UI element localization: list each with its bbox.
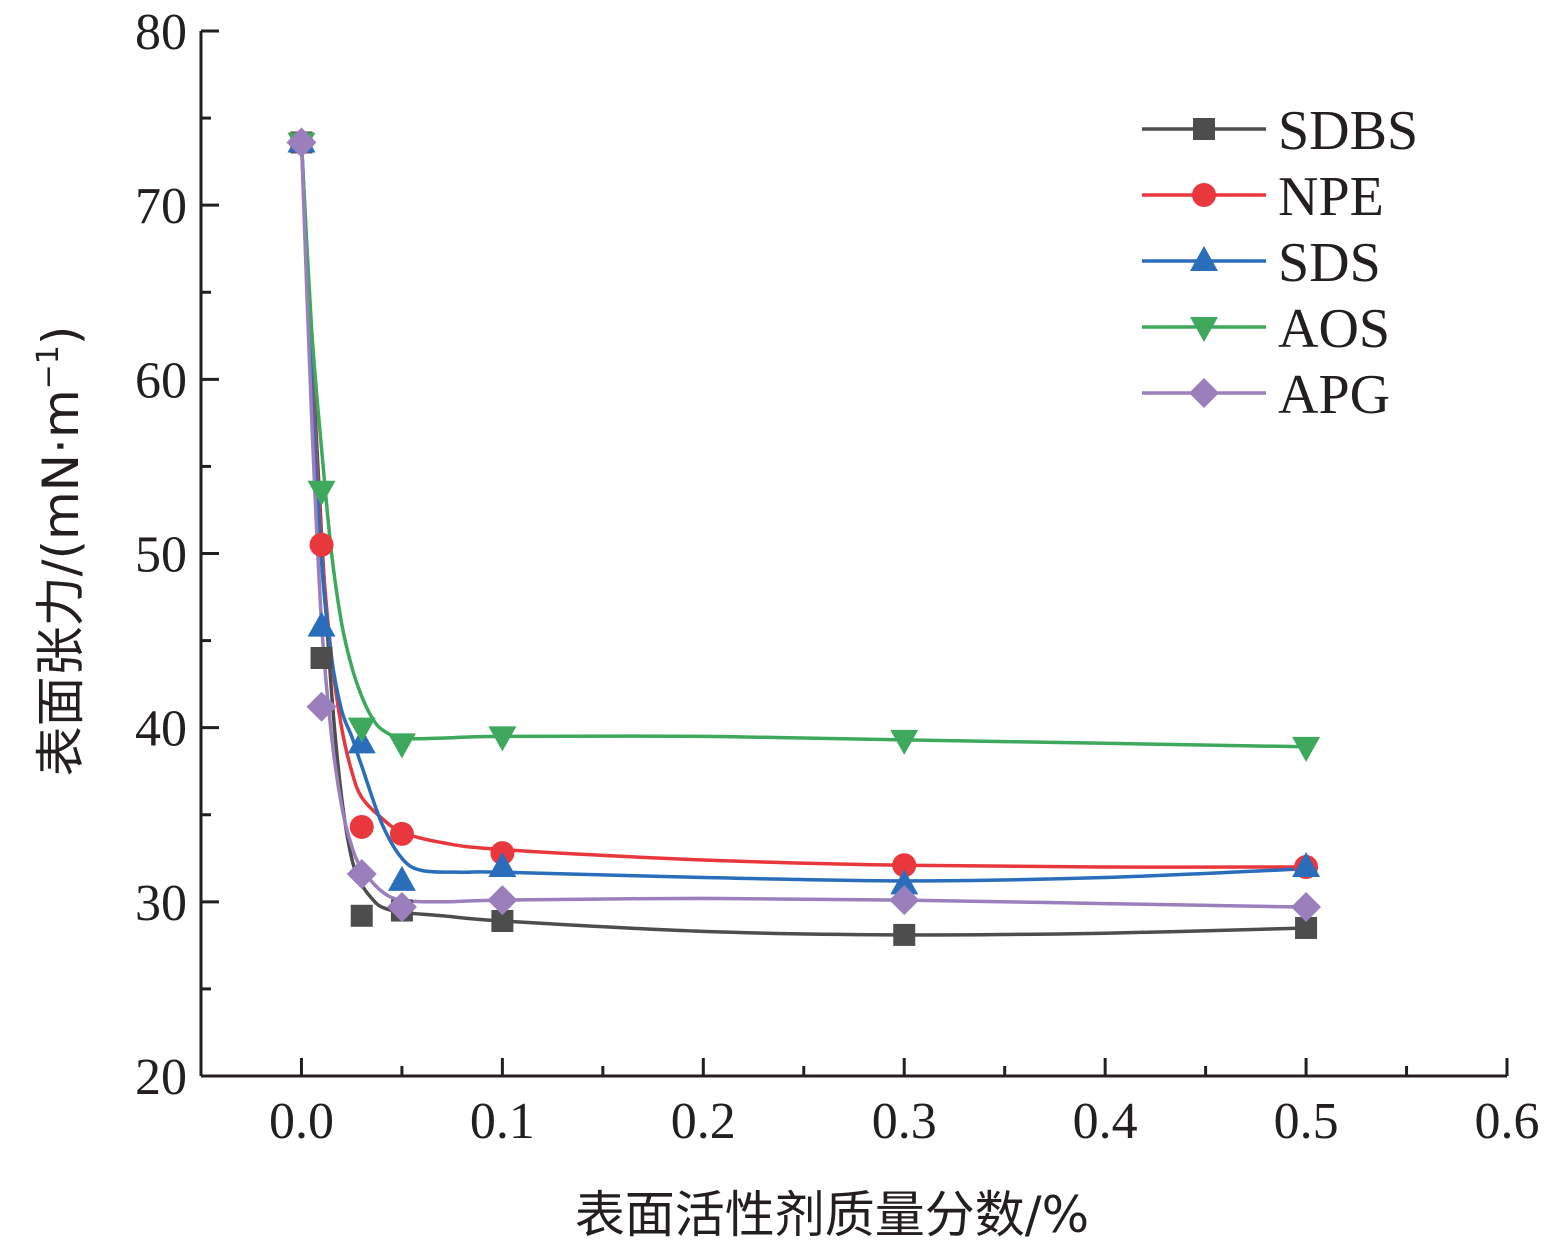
y-axis-title-close: ) — [32, 326, 90, 346]
legend-marker-npe — [1192, 183, 1216, 207]
curve-npe — [299, 142, 1307, 869]
legend-label-aos: AOS — [1278, 298, 1390, 360]
marker-npe — [892, 853, 917, 878]
x-tick-label: 0.0 — [269, 1093, 334, 1150]
curve-aos — [299, 142, 1307, 749]
fit-curves — [299, 142, 1307, 937]
y-tick-label: 70 — [135, 178, 187, 235]
marker-sdbs — [310, 647, 333, 669]
marker-aos — [488, 726, 517, 752]
legend-label-sdbs: SDBS — [1278, 100, 1418, 162]
legend-label-sds: SDS — [1278, 232, 1381, 294]
y-tick-label: 50 — [135, 527, 187, 584]
marker-sds — [387, 865, 416, 891]
y-axis-title-group: 表面张力/(mN·m−1) — [31, 326, 90, 777]
x-axis-title: 表面活性剂质量分数/% — [575, 1186, 1089, 1244]
marker-sds — [1292, 852, 1321, 877]
y-tick-label: 20 — [135, 1049, 187, 1106]
marker-aos — [890, 729, 919, 755]
y-tick-label: 30 — [135, 875, 187, 932]
marker-sdbs — [893, 923, 916, 946]
marker-apg — [286, 127, 317, 158]
y-axis-ticks: 20 30 40 50 60 70 80 — [135, 4, 219, 1106]
marker-npe — [389, 821, 414, 846]
x-tick-label: 0.3 — [872, 1093, 937, 1150]
marker-sdbs — [350, 904, 373, 927]
marker-npe — [349, 814, 374, 839]
curve-apg — [299, 142, 1307, 909]
legend-label-apg: APG — [1278, 364, 1390, 426]
marker-apg — [306, 691, 337, 722]
y-tick-label: 80 — [135, 4, 187, 61]
x-tick-label: 0.2 — [671, 1093, 736, 1150]
marker-apg — [386, 892, 417, 923]
marker-aos — [307, 480, 336, 506]
x-tick-label: 0.4 — [1073, 1093, 1138, 1150]
x-axis-ticks: 0.0 0.1 0.2 0.3 0.4 0.5 0.6 — [199, 1058, 1540, 1150]
marker-sdbs — [1295, 916, 1318, 939]
curve-sds — [299, 142, 1307, 883]
y-axis-title-main: 表面张力/(mN·m — [32, 389, 90, 776]
y-tick-label: 60 — [135, 352, 187, 409]
y-axis-title: 表面张力/(mN·m−1) — [31, 326, 90, 777]
marker-aos — [1292, 736, 1321, 762]
marker-sdbs — [491, 909, 514, 932]
y-axis-title-superscript: −1 — [31, 345, 66, 389]
marker-sds — [890, 869, 919, 895]
x-tick-label: 0.1 — [470, 1093, 535, 1150]
marker-aos — [387, 733, 416, 759]
marker-sds — [488, 852, 517, 877]
marker-sds — [307, 611, 336, 637]
legend-marker-apg — [1189, 378, 1219, 408]
marker-apg — [1291, 892, 1322, 923]
marker-aos — [347, 717, 376, 743]
marker-npe — [309, 532, 334, 557]
marker-apg — [487, 885, 518, 916]
y-tick-label: 40 — [135, 701, 187, 758]
legend-marker-sds — [1190, 246, 1218, 271]
x-tick-label: 0.6 — [1475, 1093, 1540, 1150]
legend-marker-aos — [1190, 317, 1218, 342]
data-markers — [286, 127, 1322, 946]
legend-marker-sdbs — [1193, 118, 1215, 140]
marker-apg — [889, 885, 920, 916]
marker-apg — [346, 858, 377, 889]
legend-label-npe: NPE — [1278, 166, 1384, 228]
x-tick-label: 0.5 — [1274, 1093, 1339, 1150]
